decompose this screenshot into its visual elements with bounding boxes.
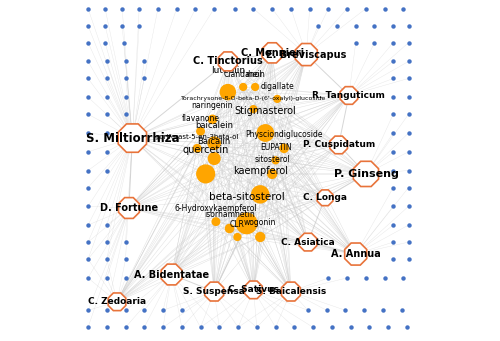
Polygon shape (218, 52, 238, 71)
Polygon shape (330, 136, 347, 154)
Circle shape (268, 169, 276, 178)
Polygon shape (118, 198, 140, 218)
Circle shape (272, 157, 279, 164)
Text: S. Baicalensis: S. Baicalensis (256, 287, 326, 296)
Text: naringenin: naringenin (192, 101, 233, 110)
Text: isorhamnetin: isorhamnetin (204, 210, 255, 219)
Circle shape (197, 128, 204, 135)
Text: beta-sitosterol: beta-sitosterol (208, 192, 284, 202)
Circle shape (280, 144, 288, 152)
Text: C. Longa: C. Longa (303, 193, 347, 202)
Polygon shape (204, 282, 224, 301)
Circle shape (197, 165, 214, 183)
Text: R. Tanguticum: R. Tanguticum (312, 91, 386, 100)
Text: Ciandanol: Ciandanol (224, 70, 262, 79)
Polygon shape (108, 293, 126, 311)
Text: quercetin: quercetin (182, 145, 229, 155)
Polygon shape (262, 43, 282, 63)
Circle shape (220, 85, 236, 100)
Polygon shape (340, 87, 357, 104)
Circle shape (252, 84, 258, 90)
Circle shape (274, 95, 280, 102)
Text: EUPATIN: EUPATIN (260, 144, 292, 152)
Circle shape (194, 145, 201, 152)
Text: C. Asiatica: C. Asiatica (281, 238, 335, 247)
Text: baicalein: baicalein (195, 121, 233, 130)
Circle shape (252, 186, 269, 203)
Text: 6-Hydroxykaempferol: 6-Hydroxykaempferol (174, 204, 257, 213)
Circle shape (234, 234, 241, 240)
Text: P. Cuspidatum: P. Cuspidatum (302, 140, 375, 149)
Text: digallate: digallate (260, 82, 294, 91)
Text: C. Zedoaria: C. Zedoaria (88, 297, 146, 306)
Text: S. Suspensa: S. Suspensa (184, 287, 245, 296)
Circle shape (208, 153, 220, 164)
Circle shape (208, 137, 220, 149)
Polygon shape (161, 264, 182, 285)
Circle shape (240, 84, 246, 90)
Polygon shape (344, 243, 366, 265)
Text: wogonin: wogonin (244, 218, 276, 227)
Text: C. Tinctorius: C. Tinctorius (193, 56, 262, 66)
Circle shape (256, 233, 264, 241)
Text: P. Ginseng: P. Ginseng (334, 169, 398, 179)
Text: A. Bidentatae: A. Bidentatae (134, 269, 209, 280)
Circle shape (257, 125, 274, 141)
Text: S. Miltiorrhiza: S. Miltiorrhiza (86, 132, 179, 145)
Text: rhein: rhein (245, 70, 265, 79)
Text: C. Monnieri: C. Monnieri (240, 48, 304, 58)
Text: luteolin: luteolin (211, 66, 245, 75)
Polygon shape (295, 44, 318, 65)
Polygon shape (354, 161, 378, 187)
Text: Baicalin: Baicalin (198, 137, 231, 146)
Text: Physciondiglucoside: Physciondiglucoside (246, 130, 323, 139)
Circle shape (236, 213, 257, 234)
Text: poriferast-5-en-3beta-ol: poriferast-5-en-3beta-ol (156, 134, 239, 140)
Text: A. Annua: A. Annua (331, 249, 380, 259)
Polygon shape (317, 190, 333, 206)
Text: Torachrysone-8-O-beta-D-(6'-oxalyl)-glucoside: Torachrysone-8-O-beta-D-(6'-oxalyl)-gluc… (181, 96, 326, 101)
Circle shape (208, 115, 216, 123)
Text: CLR: CLR (230, 220, 245, 229)
Text: E. Breviscapus: E. Breviscapus (266, 49, 346, 60)
Circle shape (250, 106, 257, 113)
Text: sitosterol: sitosterol (254, 155, 290, 164)
Circle shape (212, 218, 220, 225)
Polygon shape (118, 124, 146, 152)
Text: D. Fortune: D. Fortune (100, 203, 158, 213)
Polygon shape (282, 282, 300, 301)
Text: kaempferol: kaempferol (232, 166, 287, 176)
Text: C. Sativus: C. Sativus (228, 285, 279, 294)
Text: flavanone: flavanone (182, 114, 220, 123)
Polygon shape (244, 281, 262, 299)
Polygon shape (299, 233, 317, 251)
Circle shape (226, 224, 234, 233)
Text: Stigmasterol: Stigmasterol (234, 106, 296, 116)
